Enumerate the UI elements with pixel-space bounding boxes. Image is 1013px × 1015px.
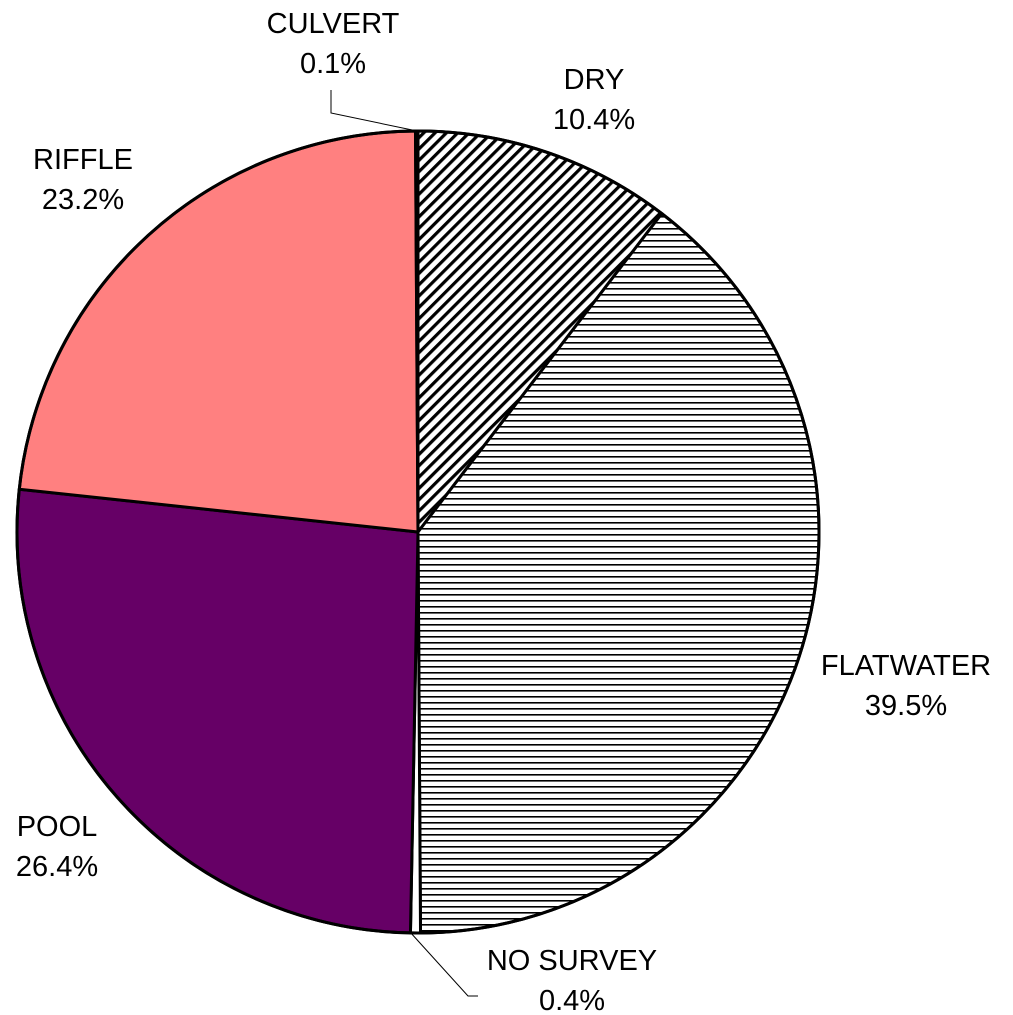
pie-outline	[15, 129, 821, 935]
data-label-pool: POOL 26.4%	[16, 811, 98, 883]
data-label-category: FLATWATER	[821, 650, 991, 682]
data-label-category: DRY	[564, 64, 625, 96]
data-labels: DRY 10.4% FLATWATER 39.5% NO SURVEY 0.4% POOL 2…	[16, 8, 991, 1015]
leader-line-no-survey	[409, 931, 478, 997]
data-label-category: NO SURVEY	[487, 945, 657, 977]
data-label-percent: 26.4%	[16, 851, 98, 883]
data-label-category: RIFFLE	[33, 144, 133, 176]
leader-lines	[330, 90, 478, 997]
data-label-no-survey: NO SURVEY 0.4%	[487, 945, 657, 1015]
data-label-percent: 0.4%	[539, 985, 605, 1015]
data-label-flatwater: FLATWATER 39.5%	[821, 650, 991, 722]
pie-slices	[15, 129, 821, 935]
data-label-dry: DRY 10.4%	[553, 64, 635, 136]
data-label-category: POOL	[17, 811, 98, 843]
data-label-percent: 0.1%	[300, 48, 366, 80]
data-label-riffle: RIFFLE 23.2%	[33, 144, 133, 216]
data-label-percent: 23.2%	[42, 184, 124, 216]
leader-line-culvert	[330, 90, 418, 132]
data-label-percent: 39.5%	[865, 690, 947, 722]
data-label-category: CULVERT	[267, 8, 400, 40]
data-label-percent: 10.4%	[553, 104, 635, 136]
data-label-culvert: CULVERT 0.1%	[267, 8, 400, 80]
